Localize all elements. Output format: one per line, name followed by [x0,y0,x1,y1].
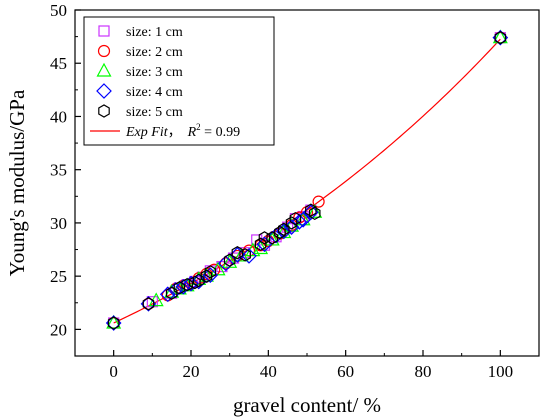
point-triangle [264,231,280,246]
point-circle [312,195,325,208]
legend-fit-label: Exp Fit， R2 = 0.99 [125,122,240,140]
x-tick-label: 40 [260,362,277,381]
point-diamond [241,248,257,264]
legend-marker-triangle [96,62,112,77]
legend: size: 1 cm size: 2 cm size: 3 cm size: 4 cm… [83,16,275,146]
point-circle [219,257,232,270]
point-hexagon [204,265,217,279]
point-hexagon [305,203,317,217]
series-hexagon [107,30,507,330]
point-hexagon [192,273,205,288]
y-axis-title: Young's modulus/GPa [5,89,29,276]
point-hexagon [189,275,201,290]
legend-marker-diamond [96,83,112,99]
legend-label: size: 1 cm [126,25,183,40]
point-diamond [291,214,308,230]
legend-marker-circle [97,44,111,58]
x-tick-label: 100 [488,362,514,381]
point-triangle [106,314,122,329]
point-triangle [307,204,323,218]
point-hexagon [258,231,271,245]
x-tick-label: 20 [183,362,200,381]
point-triangle [148,292,164,307]
legend-label: size: 4 cm [126,85,183,100]
point-diamond [217,255,234,272]
data-points [105,29,509,331]
point-hexagon [200,269,213,283]
point-square [216,260,228,273]
point-hexagon [274,225,286,240]
point-hexagon [254,237,267,251]
y-tick-label: 20 [50,320,67,339]
point-hexagon [494,30,507,45]
x-tick-label: 0 [109,362,118,381]
point-triangle [253,240,269,255]
point-hexagon [239,248,251,262]
point-diamond [175,278,192,295]
exp-fit-curve [113,38,501,324]
point-hexagon [165,286,178,300]
point-hexagon [107,316,120,330]
point-diamond [159,286,176,303]
point-hexagon [285,216,298,230]
fit-name: Exp Fit [125,125,169,140]
fit-separator: ， [168,125,182,140]
y-tick-label: 45 [50,54,67,73]
point-diamond [295,211,311,228]
legend-label: size: 3 cm [126,65,183,80]
point-hexagon [266,231,278,245]
point-diamond [183,275,199,292]
fit-r-symbol: R [187,125,197,140]
y-tick-label: 50 [50,1,67,20]
legend-box [83,16,275,146]
y-tick-label: 30 [50,214,67,233]
y-tick-label: 40 [50,107,67,126]
plot-frame [74,9,540,357]
y-tick-label: 25 [50,267,67,286]
legend-marker-hexagon [98,104,110,118]
point-hexagon [289,211,302,226]
fit-curve-layer [113,38,501,324]
legend-marker-square [98,25,110,37]
point-hexagon [308,206,321,221]
legend-label: size: 5 cm [126,105,183,120]
fit-r2-value: = 0.99 [201,125,240,140]
x-tick-label: 80 [415,362,432,381]
fit-r-superscript: 2 [196,122,201,132]
y-tick-label: 35 [50,161,67,180]
point-hexagon [142,297,155,311]
x-axis-title: gravel content/ % [233,393,381,417]
legend-label: size: 2 cm [126,45,183,60]
axis-ticks: 0 20 40 60 80 100 20 25 30 35 40 45 50 [50,1,513,381]
point-hexagon [278,222,290,237]
point-hexagon [173,281,186,295]
point-hexagon [181,277,193,292]
x-tick-label: 60 [337,362,354,381]
point-triangle [492,29,508,44]
